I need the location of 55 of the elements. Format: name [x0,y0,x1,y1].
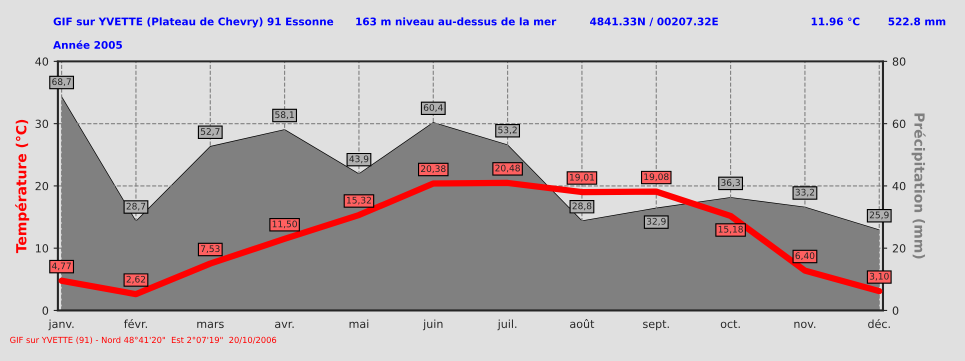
x-tick-label: déc. [868,319,890,328]
data-label: 58,1 [275,111,294,120]
data-label: 4,77 [52,262,71,270]
data-label: 19,08 [644,173,669,182]
data-label: 60,4 [424,104,443,112]
data-label: 25,9 [870,212,889,220]
data-label: 36,3 [721,179,740,187]
text: 522.8 mm [888,18,946,26]
y2-tick-label: 80 [892,57,906,66]
text: 4841.33N / 00207.32E [590,18,718,26]
data-label: 6,40 [796,252,814,260]
x-tick-label: août [570,319,594,328]
chart-subtitle: Année 2005 [53,40,122,49]
data-label: 43,9 [349,155,368,164]
x-tick-label: sept. [643,320,669,330]
x-tick-label: juil. [497,319,516,330]
x-tick-label: avr. [275,322,294,328]
y-tick-label: 30 [36,120,48,128]
data-label: 15,18 [718,226,743,234]
y-tick-label: 0 [42,306,48,315]
data-label: 20,48 [495,164,520,172]
y-tick-label: 40 [35,57,48,66]
x-tick-label: mai [350,319,368,328]
data-label: 11,50 [272,220,297,228]
data-label: 33,2 [796,188,814,197]
y2-tick-label: 40 [892,182,906,190]
y-tick-label: 10 [36,244,48,253]
y-axis-title: Température (°C) [15,120,30,254]
x-tick-label: févr. [124,319,147,328]
data-label: 28,7 [126,202,146,211]
y2-tick-label: 60 [892,120,906,128]
data-label: 15,32 [347,196,371,205]
text: GIF sur YVETTE (91) - Nord 48°41'20" Est 2°07'19" 20/10/2006 [10,336,276,344]
data-label: 3,10 [870,272,889,281]
text: 11.96 °C [812,17,860,26]
data-label: 19,01 [570,174,594,182]
y2-tick-label: 0 [892,306,898,315]
data-label: 68,7 [52,78,71,86]
data-label: 2,62 [126,276,146,284]
y2-tick-label: 20 [892,244,906,253]
x-tick-label: juin [422,319,442,330]
x-tick-label: mars [197,322,224,328]
x-tick-label: janv. [48,319,74,330]
y-tick-label: 20 [36,182,48,190]
text: 163 m niveau au-dessus de la mer [356,17,556,26]
data-label: 28,8 [572,202,592,210]
data-label: 32,9 [646,218,666,226]
chart-title: GIF sur YVETTE (Plateau de Chevry) 91 Essonne [54,17,334,28]
y2-axis-title: Précipitation (mm) [912,113,926,258]
x-tick-label: nov. [794,322,816,328]
data-label: 20,38 [421,165,446,173]
data-label: 7,53 [200,245,220,254]
data-label: 52,7 [200,128,220,136]
data-label: 53,2 [498,126,517,134]
x-tick-label: oct. [720,320,740,328]
